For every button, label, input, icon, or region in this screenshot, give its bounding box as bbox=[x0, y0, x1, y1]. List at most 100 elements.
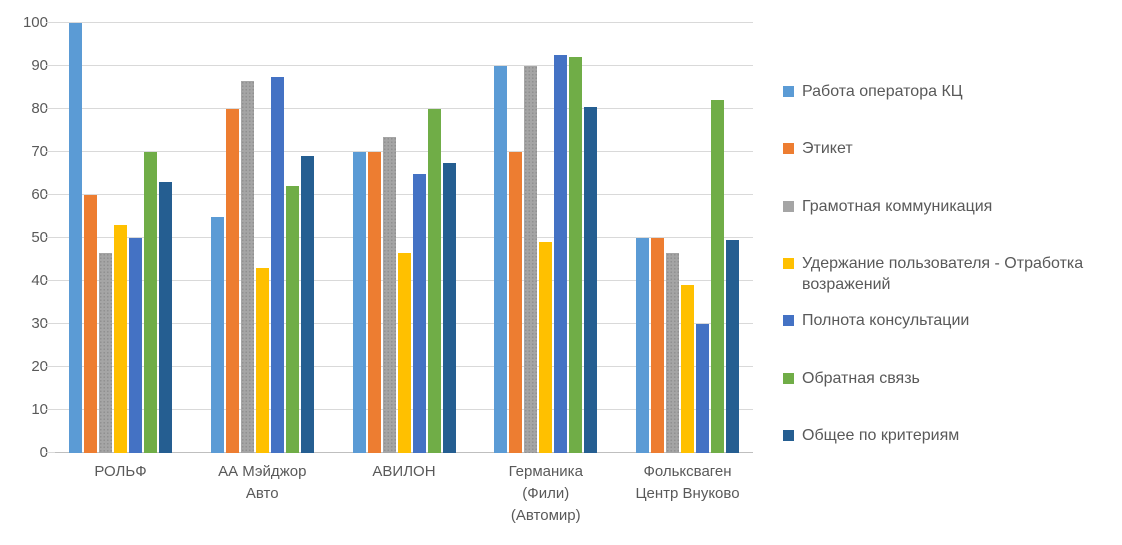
y-axis-tick-label: 0 bbox=[39, 444, 48, 461]
x-axis-category-label: Германика (Фили) (Автомир) bbox=[471, 461, 621, 527]
y-axis-tick-label: 20 bbox=[31, 358, 48, 375]
bar bbox=[99, 253, 112, 453]
plot-area bbox=[46, 22, 753, 453]
x-axis-label-line: (Фили) bbox=[522, 485, 570, 502]
bar bbox=[681, 285, 694, 453]
bar bbox=[367, 152, 381, 453]
x-axis-category-label: РОЛЬФ bbox=[46, 461, 196, 483]
bar bbox=[159, 182, 172, 453]
bar bbox=[651, 238, 664, 453]
y-axis-tick-label: 80 bbox=[31, 100, 48, 117]
gridline bbox=[55, 194, 753, 195]
x-axis: РОЛЬФ АА Мэйджор Авто АВИЛОН Германика (Фили)… bbox=[55, 461, 753, 541]
y-axis-tick-label: 100 bbox=[22, 14, 48, 31]
bar bbox=[636, 238, 649, 453]
axis-tick bbox=[46, 237, 55, 238]
axis-tick bbox=[46, 409, 55, 410]
legend-item: Общее по критериям bbox=[783, 425, 959, 446]
legend-marker-icon bbox=[783, 201, 794, 212]
bar bbox=[584, 106, 598, 453]
y-axis-tick-label: 30 bbox=[31, 315, 48, 332]
axis-tick bbox=[46, 280, 55, 281]
legend-label: Работа оператора КЦ bbox=[802, 83, 963, 100]
legend-item: Грамотная коммуникация bbox=[783, 196, 992, 217]
legend-marker-icon bbox=[783, 315, 794, 326]
legend-item: Работа оператора КЦ bbox=[783, 81, 963, 102]
bar bbox=[270, 76, 284, 453]
legend-label: Этикет bbox=[802, 140, 853, 157]
bar bbox=[255, 268, 269, 453]
bar bbox=[494, 66, 508, 453]
bar bbox=[352, 152, 366, 453]
gridline bbox=[55, 151, 753, 152]
bar bbox=[114, 225, 127, 453]
gridline bbox=[55, 237, 753, 238]
legend-marker-icon bbox=[783, 373, 794, 384]
x-axis-category-label: АА Мэйджор Авто bbox=[187, 461, 337, 505]
bar bbox=[382, 136, 396, 453]
axis-tick bbox=[46, 65, 55, 66]
legend-item: Удержание пользователя - Отработка возра… bbox=[783, 253, 1102, 295]
legend-label: Полнота консультации bbox=[802, 312, 970, 329]
y-axis-tick-label: 90 bbox=[31, 57, 48, 74]
gridline bbox=[55, 65, 753, 66]
bar bbox=[397, 253, 411, 453]
bar-group bbox=[494, 23, 598, 453]
bar bbox=[300, 156, 314, 453]
bar bbox=[666, 253, 679, 453]
bar bbox=[569, 57, 583, 453]
x-axis-label-line: Германика bbox=[508, 463, 583, 480]
legend: Работа оператора КЦ Этикет Грамотная комму… bbox=[783, 81, 1118, 501]
bar bbox=[539, 242, 553, 453]
axis-tick bbox=[46, 194, 55, 195]
bar bbox=[427, 109, 441, 453]
legend-marker-icon bbox=[783, 143, 794, 154]
axis-tick bbox=[46, 22, 55, 23]
bar bbox=[144, 152, 157, 453]
gridline bbox=[55, 22, 753, 23]
bar bbox=[285, 186, 299, 453]
x-axis-label-line: АА Мэйджор bbox=[218, 463, 307, 480]
y-axis-tick-label: 10 bbox=[31, 401, 48, 418]
bar bbox=[711, 100, 724, 453]
axis-tick bbox=[46, 323, 55, 324]
bar bbox=[129, 238, 142, 453]
x-axis-label-line: РОЛЬФ bbox=[94, 463, 147, 480]
legend-marker-icon bbox=[783, 258, 794, 269]
legend-marker-icon bbox=[783, 86, 794, 97]
y-axis-tick-label: 40 bbox=[31, 272, 48, 289]
x-axis-category-label: АВИЛОН bbox=[329, 461, 479, 483]
bar-group bbox=[636, 23, 739, 453]
bar-group bbox=[210, 23, 314, 453]
axis-tick bbox=[46, 452, 55, 453]
legend-item: Обратная связь bbox=[783, 368, 920, 389]
legend-label: Общее по критериям bbox=[802, 427, 960, 444]
bar bbox=[726, 240, 739, 453]
bar-group bbox=[69, 23, 172, 453]
axis-tick bbox=[46, 108, 55, 109]
bar bbox=[442, 162, 456, 453]
bar-group bbox=[352, 23, 456, 453]
legend-marker-icon bbox=[783, 430, 794, 441]
bar bbox=[240, 81, 254, 453]
bar bbox=[696, 324, 709, 453]
y-axis-tick-label: 70 bbox=[31, 143, 48, 160]
x-axis-label-line: Центр Внуково bbox=[635, 485, 740, 502]
bar bbox=[225, 109, 239, 453]
y-axis-tick-label: 60 bbox=[31, 186, 48, 203]
legend-item: Полнота консультации bbox=[783, 310, 969, 331]
x-axis-label-line: Авто bbox=[245, 485, 279, 502]
bar bbox=[524, 66, 538, 453]
gridline bbox=[55, 108, 753, 109]
legend-label: Удержание пользователя - Отработка возра… bbox=[802, 255, 1084, 293]
legend-label: Грамотная коммуникация bbox=[802, 198, 993, 215]
x-axis-label-line: Фольксваген bbox=[643, 463, 732, 480]
bar bbox=[509, 152, 523, 453]
x-axis-category-label: Фольксваген Центр Внуково bbox=[613, 461, 763, 505]
x-axis-label-line: (Автомир) bbox=[510, 507, 581, 524]
bar bbox=[210, 216, 224, 453]
axis-tick bbox=[46, 151, 55, 152]
bar bbox=[412, 173, 426, 453]
x-axis-label-line: АВИЛОН bbox=[372, 463, 436, 480]
